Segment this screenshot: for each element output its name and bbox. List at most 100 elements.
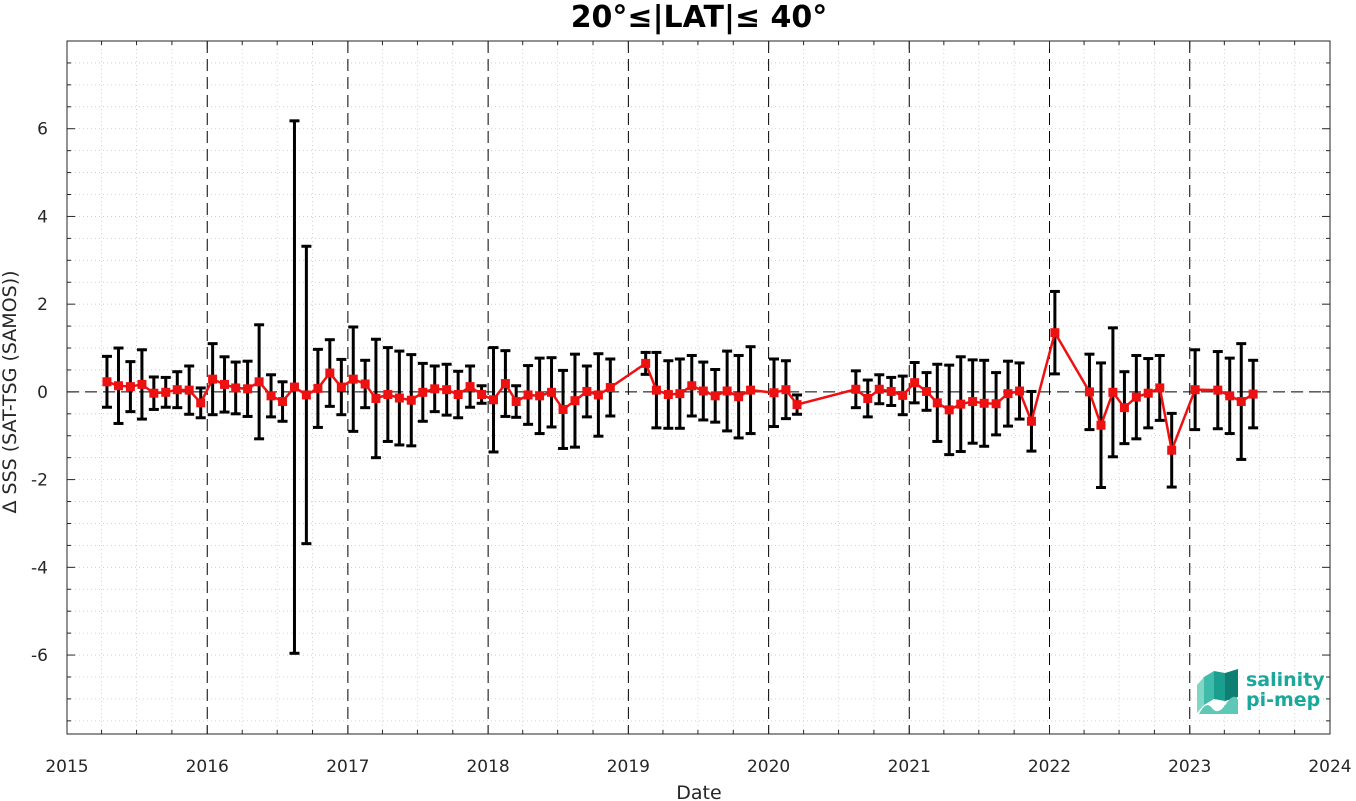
data-point-marker [792, 400, 802, 410]
data-point-marker [489, 395, 499, 405]
plot-frame [66, 40, 1331, 735]
axis-ticks [66, 41, 1331, 734]
y-tick-label: -6 [31, 646, 48, 666]
data-point-marker [500, 379, 510, 389]
x-tick-label: 2020 [747, 757, 790, 777]
data-point-marker [184, 385, 194, 395]
data-point-marker [687, 381, 697, 391]
logo-text-pimep: pi-mep [1246, 689, 1320, 711]
data-point-marker [208, 374, 218, 384]
data-point-marker [325, 368, 335, 378]
data-point-marker [336, 382, 346, 392]
data-point-marker [442, 385, 452, 395]
x-tick-label: 2019 [607, 757, 650, 777]
data-point-marker [360, 379, 370, 389]
y-tick-label: 4 [37, 207, 48, 227]
logo-wave-2 [1204, 671, 1214, 705]
data-point-marker [746, 385, 756, 395]
logo-text-salinity: salinity [1246, 669, 1325, 691]
data-point-marker [698, 386, 708, 396]
data-point-marker [675, 389, 685, 399]
salinity-pimep-logo-icon [1197, 669, 1238, 714]
data-point-marker [968, 397, 978, 407]
data-point-marker [301, 390, 311, 400]
data-point-marker [172, 385, 182, 395]
x-tick-label: 2015 [45, 757, 88, 777]
data-point-marker [1050, 328, 1060, 338]
data-point-marker [313, 383, 323, 393]
data-point-marker [932, 398, 942, 408]
data-point-marker [394, 393, 404, 403]
data-point-marker [1155, 383, 1165, 393]
data-point-marker [125, 382, 135, 392]
data-point-marker [196, 398, 206, 408]
data-point-marker [769, 388, 779, 398]
data-point-marker [453, 390, 463, 400]
data-point-marker [710, 391, 720, 401]
data-point-marker [523, 390, 533, 400]
data-point-marker [511, 397, 521, 407]
data-point-marker [289, 382, 299, 392]
data-point-marker [348, 374, 358, 384]
x-tick-label: 2016 [186, 757, 229, 777]
data-point-marker [254, 377, 264, 387]
data-point-marker [898, 390, 908, 400]
data-point-marker [1096, 420, 1106, 430]
data-point-marker [161, 387, 171, 397]
data-point-marker [465, 382, 475, 392]
x-tick-label: 2023 [1168, 757, 1211, 777]
data-point-marker [651, 385, 661, 395]
data-point-marker [535, 391, 545, 401]
data-point-marker [570, 396, 580, 406]
logo-wave-front [1199, 696, 1238, 714]
data-point-marker [1026, 416, 1036, 426]
data-point-marker [1143, 388, 1153, 398]
data-point-marker [1236, 397, 1246, 407]
x-axis-label: Date [676, 782, 721, 801]
data-point-marker [979, 398, 989, 408]
data-point-marker [102, 377, 112, 387]
data-point-marker [149, 388, 159, 398]
data-point-marker [1131, 392, 1141, 402]
data-point-marker [113, 381, 123, 391]
data-point-marker [243, 384, 253, 394]
data-point-marker [1015, 386, 1025, 396]
data-point-marker [1084, 387, 1094, 397]
x-tick-label: 2024 [1308, 757, 1351, 777]
logo-wave-3 [1214, 671, 1225, 701]
chart-title: 20°≤|LAT|≤ 40° [571, 0, 828, 35]
y-tick-label: -4 [31, 558, 48, 578]
y-tick-label: 2 [37, 295, 48, 315]
data-point-marker [593, 390, 603, 400]
data-point-marker [1167, 445, 1177, 455]
data-point-marker [722, 386, 732, 396]
logo-wave-4 [1225, 669, 1238, 701]
logo-wave-1 [1197, 677, 1204, 713]
x-tick-label: 2021 [888, 757, 931, 777]
data-point-marker [910, 378, 920, 388]
data-point-marker [558, 404, 568, 414]
x-tick-label: 2018 [466, 757, 509, 777]
data-point-marker [734, 392, 744, 402]
data-point-marker [1213, 385, 1223, 395]
data-point-marker [944, 405, 954, 415]
x-tick-label: 2022 [1028, 757, 1071, 777]
data-point-marker [137, 379, 147, 389]
data-point-marker [1003, 389, 1013, 399]
data-point-marker [477, 390, 487, 400]
data-point-marker [220, 379, 230, 389]
series-markers [102, 328, 1258, 455]
data-point-marker [1248, 389, 1258, 399]
data-point-marker [430, 384, 440, 394]
salinity-pimep-logo: salinity pi-mep [1197, 669, 1325, 714]
data-point-marker [851, 384, 861, 394]
y-tick-label: 6 [37, 120, 48, 140]
grid-layer [67, 41, 1330, 734]
x-tick-label: 2017 [326, 757, 369, 777]
y-axis-label: Δ SSS (SAT-TSG (SAMOS)) [0, 270, 21, 513]
data-point-marker [1119, 403, 1129, 413]
data-point-marker [1225, 391, 1235, 401]
data-point-marker [547, 387, 557, 397]
data-point-marker [1108, 387, 1118, 397]
